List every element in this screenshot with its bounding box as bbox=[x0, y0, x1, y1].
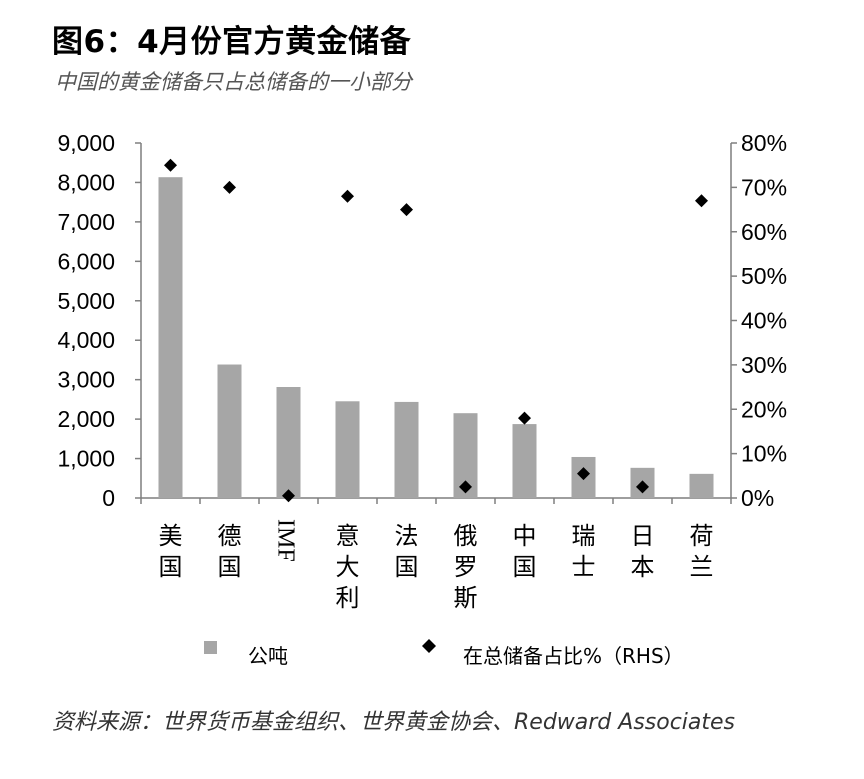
category-label-char: 美 bbox=[159, 522, 183, 550]
category-label-char: 国 bbox=[218, 553, 242, 581]
legend-bar-swatch bbox=[204, 641, 217, 654]
category-label-char: 德 bbox=[218, 522, 242, 550]
category-label-char: 瑞 bbox=[572, 522, 596, 550]
legend-point-swatch bbox=[422, 639, 436, 653]
right-tick-label: 70% bbox=[741, 174, 787, 200]
scatter-series bbox=[164, 158, 708, 503]
category-label: 日本 bbox=[631, 522, 655, 581]
category-label-char: 中 bbox=[513, 522, 537, 550]
bar bbox=[335, 401, 360, 498]
category-label-char: 意 bbox=[336, 522, 360, 550]
category-label: IMF bbox=[273, 519, 299, 562]
category-label: 意大利 bbox=[336, 522, 360, 612]
category-label-char: 罗 bbox=[454, 553, 478, 581]
left-tick-label: 0 bbox=[102, 485, 115, 511]
right-tick-label: 20% bbox=[741, 396, 787, 422]
right-tick-label: 0% bbox=[741, 485, 774, 511]
tick-labels: 0 1,000 2,000 3,000 4,000 5,000 6,000 7,000 8,00… bbox=[57, 130, 787, 511]
legend-point-label: 在总储备占比%（RHS） bbox=[463, 644, 684, 668]
category-label: 荷兰 bbox=[690, 522, 714, 581]
bar bbox=[276, 387, 301, 498]
category-label-char: 法 bbox=[395, 522, 419, 550]
left-tick-label: 1,000 bbox=[57, 446, 115, 472]
legend-bar-label: 公吨 bbox=[248, 644, 288, 668]
left-tick-label: 8,000 bbox=[57, 169, 115, 195]
category-label: 德国 bbox=[218, 522, 242, 581]
right-tick-label: 10% bbox=[741, 441, 787, 467]
category-label-char: 大 bbox=[336, 553, 360, 581]
bar bbox=[158, 177, 183, 498]
left-tick-label: 2,000 bbox=[57, 406, 115, 432]
left-tick-label: 9,000 bbox=[57, 130, 115, 156]
category-label-char: 兰 bbox=[690, 553, 714, 581]
data-point bbox=[636, 480, 649, 494]
category-label-char: 士 bbox=[572, 553, 596, 581]
left-tick-label: 5,000 bbox=[57, 288, 115, 314]
category-label-char: 利 bbox=[336, 584, 360, 612]
right-tick-label: 60% bbox=[741, 219, 787, 245]
bar bbox=[394, 401, 419, 498]
bar bbox=[689, 473, 714, 498]
category-label-char: 国 bbox=[395, 553, 419, 581]
bar bbox=[512, 424, 537, 498]
bar-series bbox=[158, 177, 714, 498]
right-tick-label: 80% bbox=[741, 130, 787, 156]
gold-reserves-chart: 0 1,000 2,000 3,000 4,000 5,000 6,000 7,000 8,00… bbox=[57, 130, 787, 668]
category-label: 美国 bbox=[159, 522, 183, 581]
category-label-char: 本 bbox=[631, 553, 655, 581]
data-point bbox=[164, 158, 177, 172]
category-label: 中国 bbox=[513, 522, 537, 581]
right-tick-label: 40% bbox=[741, 308, 787, 334]
left-tick-label: 3,000 bbox=[57, 367, 115, 393]
legend: 公吨 在总储备占比%（RHS） bbox=[204, 639, 684, 668]
data-point bbox=[459, 480, 472, 494]
data-point bbox=[518, 411, 531, 425]
category-label-char: 荷 bbox=[690, 522, 714, 550]
data-point bbox=[341, 189, 354, 203]
right-tick-label: 30% bbox=[741, 352, 787, 378]
category-label: 俄罗斯 bbox=[454, 522, 478, 612]
category-label-char: 国 bbox=[159, 553, 183, 581]
left-tick-label: 7,000 bbox=[57, 209, 115, 235]
category-label-char: 俄 bbox=[454, 522, 478, 550]
category-label-char: 国 bbox=[513, 553, 537, 581]
data-point bbox=[577, 467, 590, 481]
data-point bbox=[223, 180, 236, 194]
data-point bbox=[282, 489, 295, 503]
category-label: 法国 bbox=[395, 522, 419, 581]
source-note: 资料来源：世界货币基金组织、世界黄金协会、Redward Associates bbox=[52, 710, 736, 735]
data-point bbox=[400, 203, 413, 217]
category-label-char: 斯 bbox=[454, 584, 478, 612]
category-label: 瑞士 bbox=[572, 522, 596, 581]
right-tick-label: 50% bbox=[741, 263, 787, 289]
left-tick-label: 4,000 bbox=[57, 327, 115, 353]
chart-title: 图6：4月份官方黄金储备 bbox=[52, 24, 412, 60]
left-tick-label: 6,000 bbox=[57, 248, 115, 274]
data-point bbox=[695, 194, 708, 208]
category-label-char: 日 bbox=[631, 522, 655, 550]
bar bbox=[217, 364, 242, 498]
chart-subtitle: 中国的黄金储备只占总储备的一小部分 bbox=[55, 70, 412, 94]
